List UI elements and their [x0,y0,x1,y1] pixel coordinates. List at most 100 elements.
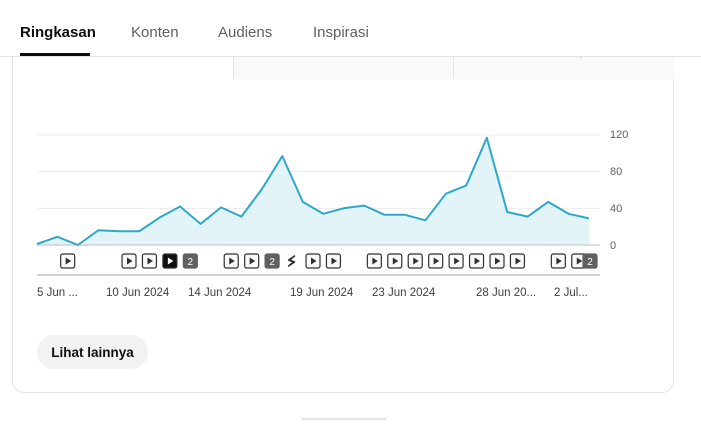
video-marker[interactable] [407,253,423,269]
shorts-marker[interactable] [284,253,301,269]
y-tick-label: 40 [610,203,623,215]
data-point[interactable] [341,205,347,211]
data-point[interactable] [157,215,163,221]
data-point[interactable] [238,214,244,220]
y-tick-label: 0 [610,240,617,252]
marker-count: 2 [188,257,194,268]
play-icon [65,257,72,265]
active-tab-indicator [20,53,90,56]
play-icon [249,257,256,265]
video-marker[interactable] [121,253,137,269]
video-marker[interactable] [448,253,464,269]
x-tick-label: 19 Jun 2024 [290,287,354,299]
play-icon [495,257,501,265]
marker-thumbnail [264,253,280,269]
video-count-marker[interactable]: 2 [582,253,598,269]
video-count-marker[interactable]: 2 [182,253,198,269]
play-icon [413,257,419,265]
video-marker[interactable] [509,253,526,269]
data-point[interactable] [75,242,81,248]
play-icon [454,257,460,265]
data-point[interactable] [382,212,388,218]
data-point[interactable] [95,227,101,233]
video-marker[interactable] [571,253,587,269]
marker-count: 2 [269,257,275,268]
tab-audiens[interactable]: Audiens [218,24,273,41]
data-point[interactable] [463,182,469,188]
tab-ringkasan[interactable]: Ringkasan [20,24,96,41]
data-point[interactable] [177,204,183,210]
data-point[interactable] [279,153,285,159]
video-count-marker[interactable]: 2 [264,253,280,269]
video-marker[interactable] [223,253,239,269]
data-point[interactable] [525,214,531,220]
data-point[interactable] [136,228,142,234]
views-line [36,136,590,246]
video-marker[interactable] [162,253,178,269]
video-marker[interactable] [325,253,342,269]
metric-compare-text: sebelumnya [532,56,591,58]
video-marker[interactable] [305,253,321,269]
data-point[interactable] [545,199,551,205]
data-point[interactable] [484,135,490,141]
play-icon [229,257,235,265]
x-tick-label: 2 Jul... [554,287,588,299]
play-icon [331,257,337,265]
data-point[interactable] [198,221,204,227]
y-tick-label: 80 [610,166,623,178]
shorts-icon [287,255,296,267]
see-more-button[interactable]: Lihat lainnya [37,335,148,369]
play-icon [147,257,153,265]
video-marker[interactable] [468,253,485,269]
x-tick-label: 23 Jun 2024 [372,287,436,299]
video-marker[interactable] [244,253,260,269]
play-icon [311,257,317,265]
video-marker[interactable] [550,253,566,269]
data-point[interactable] [34,241,40,247]
data-point[interactable] [116,228,122,234]
video-marker[interactable] [428,253,444,269]
metric-tile-2[interactable] [234,57,454,79]
play-icon [556,257,562,265]
x-tick-label: 5 Jun ... [37,287,78,299]
data-point[interactable] [259,186,265,192]
video-marker[interactable] [141,253,158,269]
x-tick-label: 10 Jun 2024 [106,287,170,299]
marker-count: 2 [587,257,593,268]
tab-bar: Ringkasan Konten Audiens Inspirasi [0,0,701,57]
views-area [37,137,589,245]
data-point[interactable] [300,199,306,205]
video-marker[interactable] [366,253,382,269]
data-point[interactable] [218,204,224,210]
video-marker[interactable] [387,253,403,269]
marker-thumbnail [182,253,198,269]
data-point[interactable] [586,215,592,221]
tile-divider [453,57,454,79]
video-marker[interactable] [60,253,76,269]
data-point[interactable] [361,203,367,209]
data-point[interactable] [320,211,326,217]
play-icon [515,257,521,265]
play-icon [372,257,378,265]
play-icon [167,257,174,265]
y-tick-label: 120 [610,129,629,141]
x-tick-label: 28 Jun 20... [476,287,537,299]
data-point[interactable] [504,209,510,215]
data-point[interactable] [402,212,408,218]
data-point[interactable] [566,211,572,217]
play-icon [576,257,583,265]
play-icon [433,257,440,265]
play-icon [392,257,399,265]
video-marker[interactable] [489,253,505,269]
x-tick-label: 14 Jun 2024 [188,287,252,299]
metric-tile-3[interactable] [454,57,674,79]
tab-inspirasi[interactable]: Inspirasi [313,24,369,41]
data-point[interactable] [443,191,449,197]
data-point[interactable] [422,217,428,223]
tile-divider [233,57,234,79]
marker-thumbnail [582,253,598,269]
data-point[interactable] [54,234,60,240]
play-icon [127,257,133,265]
tab-konten[interactable]: Konten [131,24,179,41]
